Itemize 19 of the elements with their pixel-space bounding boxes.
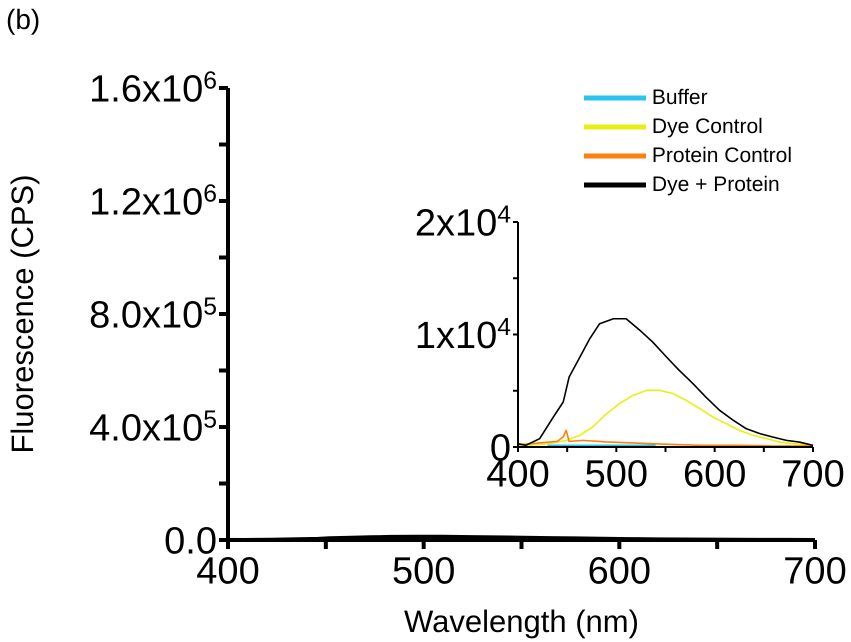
y-tick-label: 1x10$^{4}$ (414, 313, 511, 357)
x-tick-label: 700 (783, 550, 847, 592)
x-tick-label: 700 (781, 453, 845, 496)
x-tick-label: 600 (682, 453, 746, 496)
x-tick-label: 500 (392, 550, 456, 592)
legend-label: Buffer (652, 86, 708, 110)
y-tick-label: 1.2x10$^{6}$ (89, 180, 217, 224)
y-tick-label: 2x10$^{4}$ (414, 200, 511, 244)
x-tick-label: 600 (588, 550, 652, 592)
y-tick-label: 4.0x10$^{5}$ (89, 406, 217, 450)
y-tick-label: 1.6x10$^{6}$ (89, 66, 217, 110)
legend-label: Dye Control (652, 114, 763, 138)
x-axis-title: Wavelength (nm) (404, 604, 639, 639)
legend-label: Dye + Protein (652, 172, 780, 196)
legend-label: Protein Control (652, 144, 792, 168)
y-tick-label: 8.0x10$^{5}$ (89, 292, 217, 336)
text: (b) (6, 4, 40, 36)
y-axis-title: Fluorescence (CPS) (5, 174, 40, 454)
x-tick-label: 500 (584, 453, 648, 496)
